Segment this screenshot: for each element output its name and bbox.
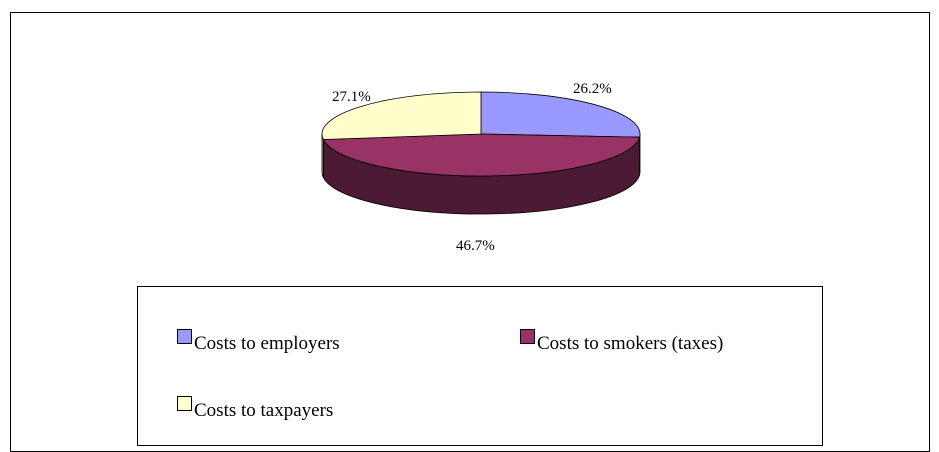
pie-side-2-0	[322, 134, 323, 178]
legend-label-employers: Costs to employers	[194, 333, 340, 354]
legend-item-smokers: Costs to smokers (taxes)	[520, 329, 723, 355]
legend-item-employers: Costs to employers	[177, 329, 340, 355]
legend-label-smokers: Costs to smokers (taxes)	[537, 333, 723, 354]
legend-swatch-taxpayers	[177, 396, 192, 411]
legend-label-taxpayers: Costs to taxpayers	[194, 400, 333, 421]
slice-label-taxpayers: 27.1%	[332, 89, 371, 106]
slice-label-employers: 26.2%	[573, 81, 612, 98]
legend-swatch-smokers	[520, 329, 535, 344]
pie-slice-employers	[481, 92, 640, 137]
slice-label-smokers: 46.7%	[456, 238, 495, 255]
legend-item-taxpayers: Costs to taxpayers	[177, 396, 333, 422]
legend: Costs to employers Costs to smokers (tax…	[137, 286, 823, 446]
legend-swatch-employers	[177, 329, 192, 344]
